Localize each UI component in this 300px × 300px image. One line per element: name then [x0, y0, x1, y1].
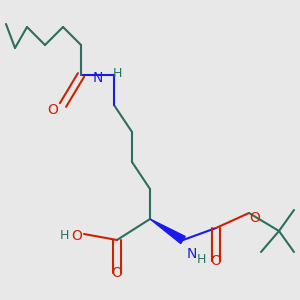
Text: O: O	[47, 103, 58, 116]
Text: O: O	[112, 266, 122, 280]
Text: H: H	[60, 229, 69, 242]
Text: H: H	[112, 67, 122, 80]
Text: N: N	[187, 247, 197, 260]
Text: O: O	[250, 211, 260, 224]
Text: H: H	[196, 253, 206, 266]
Polygon shape	[150, 219, 185, 244]
Text: O: O	[71, 229, 82, 242]
Text: O: O	[211, 254, 221, 268]
Text: N: N	[93, 71, 104, 85]
